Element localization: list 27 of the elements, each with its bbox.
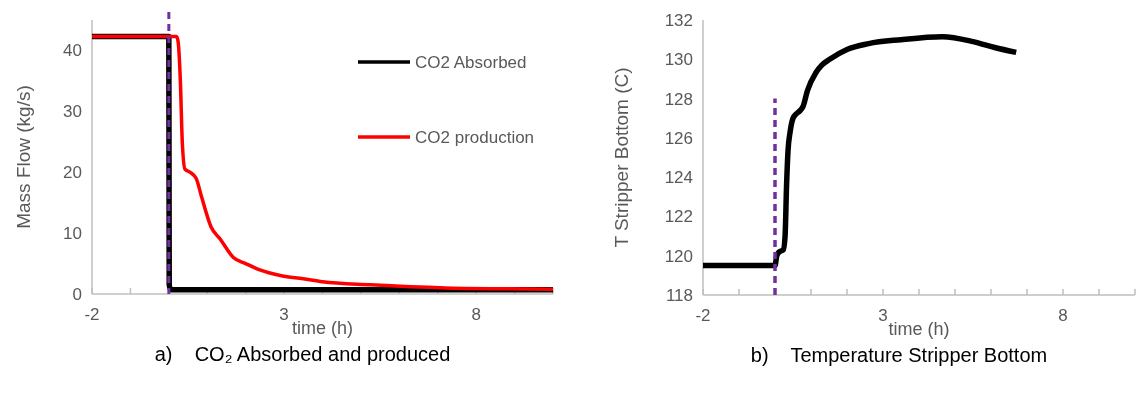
x-tick-label: -2 [695,306,711,325]
y-tick-label: 20 [63,163,82,183]
y-tick-label: 0 [72,284,82,304]
y-axis-title: T Stripper Bottom (C) [611,67,632,248]
y-tick-label: 120 [664,246,693,266]
x-tick-label: -2 [84,305,100,324]
legend-label: CO2 production [415,127,535,147]
legend-label: CO2 Absorbed [415,52,527,72]
x-axis-title: time (h) [888,319,950,339]
y-tick-label: 30 [63,102,82,122]
y-tick-label: 10 [63,224,82,244]
y-tick-label: 118 [665,285,693,305]
x-tick-label: 8 [1058,306,1068,325]
y-tick-label: 40 [63,41,82,61]
x-tick-label: 3 [279,305,289,324]
text: b) Temperature Stripper Bottom [750,344,1048,366]
y-tick-label: 122 [664,207,693,227]
x-tick-label: 3 [878,306,888,325]
text: a) CO₂ Absorbed and produced [154,343,451,365]
y-tick-label: 128 [664,89,693,109]
y-tick-label: 126 [664,128,693,148]
y-axis-title: Mass Flow (kg/s) [13,85,34,229]
x-tick-label: 8 [471,305,481,324]
y-tick-label: 130 [664,50,693,70]
y-tick-label: 132 [664,10,693,30]
y-tick-label: 124 [664,168,693,188]
x-axis-title: time (h) [291,318,354,338]
